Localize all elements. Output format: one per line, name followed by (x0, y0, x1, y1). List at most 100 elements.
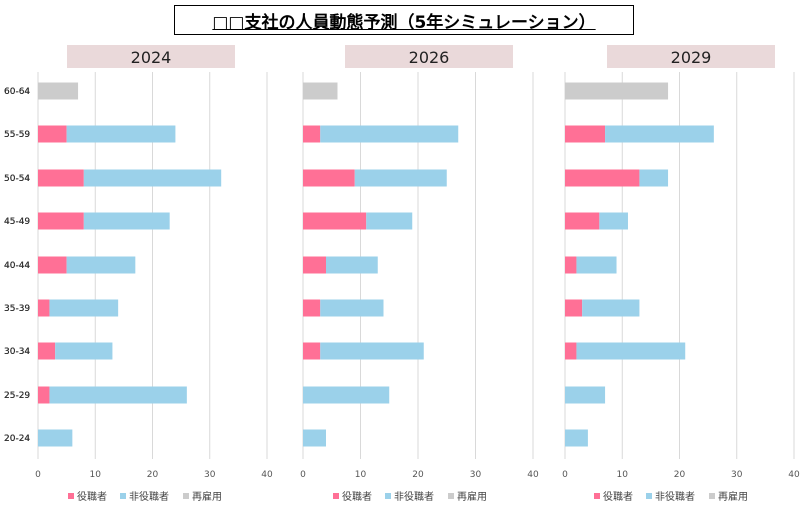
bar-segment (303, 169, 355, 187)
bar-segment (320, 125, 459, 143)
bar-segment (83, 169, 222, 187)
x-tick-label: 30 (731, 470, 743, 480)
bar-segment (38, 386, 50, 404)
bar-segment (38, 256, 67, 274)
bar-segment (303, 429, 326, 447)
legend-swatch (183, 493, 189, 499)
bar-segment (576, 256, 617, 274)
y-tick-label: 35-39 (4, 304, 30, 314)
y-tick-label: 40-44 (4, 261, 30, 271)
y-tick-label: 45-49 (4, 217, 30, 227)
y-tick-label: 30-34 (4, 347, 30, 357)
bar-segment (38, 299, 50, 317)
legend-label: 役職者 (603, 490, 633, 503)
x-tick-label: 20 (674, 470, 686, 480)
y-tick-label: 35-39 (4, 304, 30, 314)
legend-label: 再雇用 (718, 490, 748, 503)
bar-segment (303, 82, 338, 100)
bar-segment (565, 299, 583, 317)
legend-swatch (385, 493, 391, 499)
panel-year-label: 2029 (671, 48, 712, 67)
bar-segment (354, 169, 447, 187)
bar-segment (38, 342, 56, 360)
y-tick-label: 35-39 (4, 304, 30, 314)
legend-label: 非役職者 (129, 490, 169, 503)
x-tick-label: 30 (470, 470, 482, 480)
bar-segment (565, 169, 640, 187)
bar-segment (303, 386, 390, 404)
legend-label: 役職者 (77, 490, 107, 503)
bar-segment (320, 299, 384, 317)
y-tick-label: 50-54 (4, 174, 30, 184)
bar-segment (66, 256, 136, 274)
bar-segment (565, 256, 577, 274)
bar-segment (303, 299, 321, 317)
bar-segment (49, 299, 119, 317)
x-tick-label: 20 (412, 470, 424, 480)
bar-segment (565, 386, 606, 404)
x-tick-label: 30 (204, 470, 216, 480)
legend-label: 非役職者 (394, 490, 434, 503)
legend-label: 再雇用 (457, 490, 487, 503)
y-tick-label: 60-64 (4, 87, 30, 97)
y-tick-label: 55-59 (4, 130, 30, 140)
x-tick-label: 0 (35, 470, 41, 480)
panel-header-band (67, 45, 235, 68)
chart-title: □□支社の人員動態予測（5年シミュレーション） (212, 12, 596, 33)
bar-segment (565, 429, 588, 447)
y-tick-label: 25-29 (4, 391, 30, 401)
bar-segment (38, 169, 84, 187)
y-tick-label: 50-54 (4, 174, 30, 184)
y-tick-label: 60-64 (4, 87, 30, 97)
bar-segment (38, 212, 84, 230)
legend-swatch (448, 493, 454, 499)
bar-segment (565, 212, 600, 230)
panel-year-label: 2026 (409, 48, 450, 67)
y-tick-label: 40-44 (4, 261, 30, 271)
x-tick-label: 0 (300, 470, 306, 480)
y-tick-label: 55-59 (4, 130, 30, 140)
bar-segment (366, 212, 413, 230)
legend-swatch (68, 493, 74, 499)
legend-label: 再雇用 (192, 490, 222, 503)
legend-label: 非役職者 (655, 490, 695, 503)
x-tick-label: 40 (788, 470, 800, 480)
x-tick-label: 10 (90, 470, 102, 480)
bar-segment (49, 386, 187, 404)
legend-swatch (594, 493, 600, 499)
bar-segment (326, 256, 378, 274)
y-tick-label: 30-34 (4, 347, 30, 357)
y-tick-label: 25-29 (4, 391, 30, 401)
y-tick-label: 55-59 (4, 130, 30, 140)
bar-segment (303, 342, 321, 360)
bar-segment (582, 299, 640, 317)
bar-segment (565, 342, 577, 360)
chart-title-box: □□支社の人員動態予測（5年シミュレーション） (174, 5, 634, 35)
legend-swatch (333, 493, 339, 499)
bar-segment (576, 342, 686, 360)
y-tick-label: 40-44 (4, 261, 30, 271)
bar-segment (38, 125, 67, 143)
x-tick-label: 20 (147, 470, 159, 480)
bar-segment (303, 256, 326, 274)
y-tick-label: 45-49 (4, 217, 30, 227)
x-tick-label: 0 (562, 470, 568, 480)
y-tick-label: 20-24 (4, 434, 30, 444)
bar-segment (38, 82, 79, 100)
legend-label: 役職者 (342, 490, 372, 503)
bar-segment (565, 82, 669, 100)
bar-segment (55, 342, 113, 360)
legend-swatch (709, 493, 715, 499)
bar-segment (303, 212, 367, 230)
y-tick-label: 45-49 (4, 217, 30, 227)
bar-segment (605, 125, 714, 143)
bar-segment (565, 125, 606, 143)
y-tick-label: 20-24 (4, 434, 30, 444)
x-tick-label: 10 (355, 470, 367, 480)
bar-segment (599, 212, 628, 230)
panel-year-label: 2024 (131, 48, 172, 67)
x-tick-label: 40 (527, 470, 539, 480)
bar-segment (639, 169, 669, 187)
bar-segment (66, 125, 176, 143)
